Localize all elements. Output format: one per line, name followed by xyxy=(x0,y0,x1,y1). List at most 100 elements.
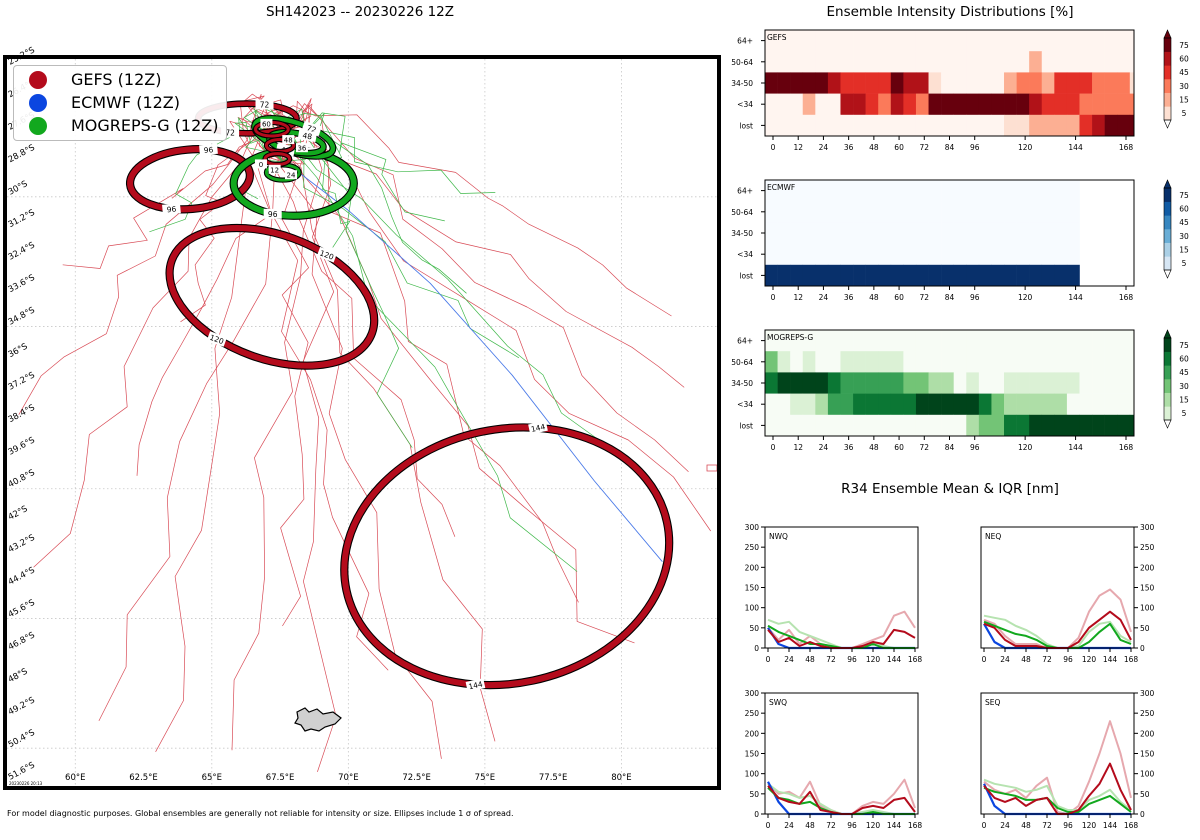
heat-cell xyxy=(991,51,1005,73)
heat-xtick-label: 144 xyxy=(1068,443,1083,452)
heat-cell xyxy=(765,30,778,52)
legend-item-gefs: GEFS (12Z) xyxy=(14,68,226,91)
map-title: SH142023 -- 20230226 12Z xyxy=(265,4,454,20)
heat-cell xyxy=(1016,201,1030,223)
heat-cell xyxy=(853,264,866,287)
heat-cell xyxy=(765,393,778,416)
heat-cell xyxy=(991,351,1005,373)
heat-cell xyxy=(941,180,954,202)
r34-xtick-label: 144 xyxy=(887,655,902,664)
heat-cell xyxy=(802,201,816,223)
legend-item-ecmwf: ECMWF (12Z) xyxy=(14,91,226,114)
heat-cell xyxy=(1029,201,1043,223)
heat-cell xyxy=(953,243,967,266)
r34-ytick-label: 50 xyxy=(749,624,759,633)
heat-cell xyxy=(765,243,778,266)
heat-cell xyxy=(991,30,1005,52)
heat-cell xyxy=(1117,30,1131,52)
heat-cell xyxy=(953,351,967,373)
heat-cell xyxy=(1029,351,1043,373)
r34-ytick-label: 300 xyxy=(1140,689,1155,698)
heat-cell xyxy=(1016,393,1030,416)
heat-cell xyxy=(1004,222,1017,244)
colorbar-bottom-arrow xyxy=(1163,119,1172,129)
heat-cell xyxy=(1117,393,1131,416)
heat-cell xyxy=(915,180,929,202)
lon-label: 77.5°E xyxy=(539,773,568,783)
heat-cell xyxy=(1092,414,1105,437)
heat-cell xyxy=(1104,72,1118,94)
heat-xtick-label: 168 xyxy=(1119,143,1134,152)
heat-cell xyxy=(1066,222,1080,244)
heat-cell xyxy=(878,414,892,437)
heat-cell xyxy=(991,414,1005,437)
heat-cell xyxy=(1104,93,1118,116)
ellipse-hour-label: 48 xyxy=(302,131,313,142)
heat-xtick-label: 12 xyxy=(793,443,803,452)
r34-xtick-label: 168 xyxy=(1124,655,1139,664)
ellipse-hour-label: 72 xyxy=(225,128,235,137)
heat-cell xyxy=(941,264,954,287)
heat-cell xyxy=(1029,72,1043,94)
map-background xyxy=(7,59,717,786)
heat-model-label: GEFS xyxy=(767,33,787,42)
heat-cell xyxy=(991,330,1005,352)
colorbar-tick-label: 75 xyxy=(1179,191,1189,200)
track-map[interactable]: 7272969612012014414496967272484860483601… xyxy=(0,0,722,800)
r34-ytick-label: 200 xyxy=(1140,563,1155,572)
heat-cell xyxy=(865,393,879,416)
heat-ytick-label: 34-50 xyxy=(731,79,753,88)
heat-cell xyxy=(878,93,892,116)
heat-cell xyxy=(1004,93,1017,116)
colorbar-tick-label: 75 xyxy=(1179,341,1189,350)
heat-cell xyxy=(991,264,1005,287)
heat-cell xyxy=(865,372,879,394)
heat-cell xyxy=(890,264,904,287)
heat-cell xyxy=(1104,414,1118,437)
r34-xtick-label: 24 xyxy=(784,821,794,830)
heat-cell xyxy=(865,114,879,137)
heat-cell xyxy=(815,201,829,223)
r34-ytick-label: 150 xyxy=(1140,584,1155,593)
r34-xtick-label: 48 xyxy=(805,655,815,664)
colorbar-tick-label: 5 xyxy=(1182,109,1187,118)
r34-xtick-label: 48 xyxy=(1021,821,1031,830)
heat-cell xyxy=(827,30,841,52)
r34-ytick-label: 50 xyxy=(1140,790,1150,799)
r34-quadrant-label: SEQ xyxy=(985,698,1000,707)
heat-xtick-label: 144 xyxy=(1068,293,1083,302)
colorbar-tick-label: 5 xyxy=(1182,409,1187,418)
heat-cell xyxy=(840,114,854,137)
r34-ytick-label: 200 xyxy=(745,729,760,738)
heat-cell xyxy=(1041,351,1055,373)
r34-line xyxy=(983,720,1132,815)
heat-cell xyxy=(1004,72,1017,94)
hour-label-bg xyxy=(285,170,297,180)
heat-cell xyxy=(903,351,917,373)
heat-cell xyxy=(853,201,866,223)
lon-label: 67.5°E xyxy=(266,773,295,783)
r34-ytick-label: 0 xyxy=(1140,810,1145,819)
heat-cell xyxy=(890,93,904,116)
r34-xtick-label: 0 xyxy=(982,821,987,830)
heat-cell xyxy=(1029,51,1043,73)
heat-cell xyxy=(1016,264,1030,287)
heat-cell xyxy=(928,72,942,94)
heat-xtick-label: 60 xyxy=(894,293,904,302)
hour-label: 60 xyxy=(262,120,271,128)
heat-ytick-label: 34-50 xyxy=(731,379,753,388)
heat-cell xyxy=(1029,372,1043,394)
heat-cell xyxy=(777,51,791,73)
colorbar-tick-label: 45 xyxy=(1179,218,1189,227)
heat-cell xyxy=(978,393,992,416)
heat-cell xyxy=(941,222,954,244)
heat-cell xyxy=(802,93,816,116)
heat-cell xyxy=(815,30,829,52)
heat-cell xyxy=(903,51,917,73)
heat-cell xyxy=(878,330,892,352)
r34-ytick-label: 100 xyxy=(745,604,760,613)
colorbar-tick-label: 60 xyxy=(1179,355,1189,364)
heat-cell xyxy=(1054,51,1068,73)
